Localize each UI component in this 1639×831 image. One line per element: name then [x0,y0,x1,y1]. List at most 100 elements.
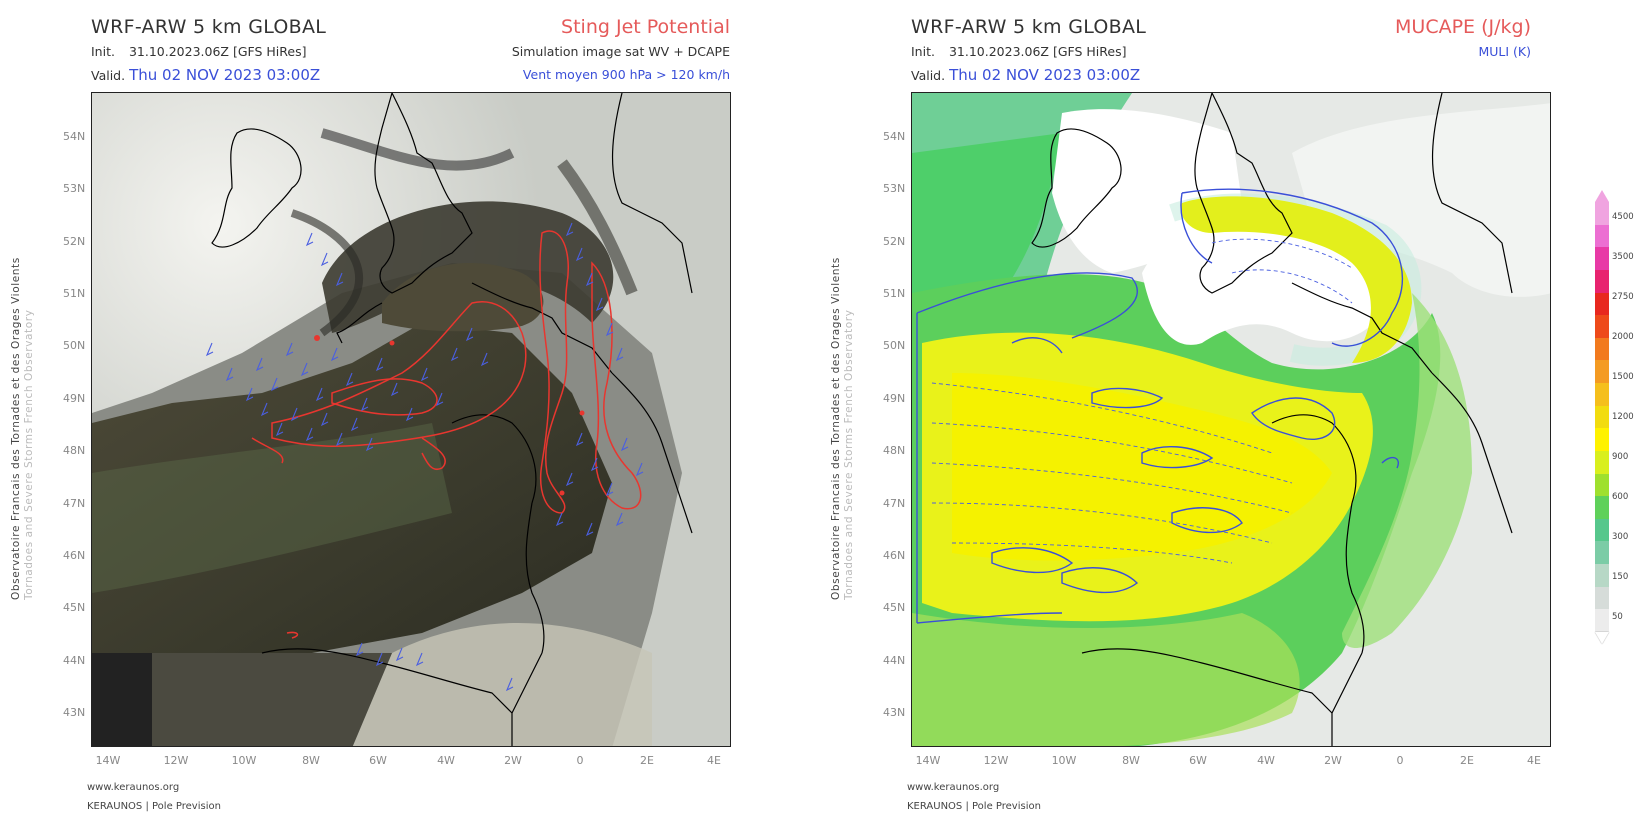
lat-label: 53N [63,182,86,195]
colorbar-segment [1595,337,1609,361]
lat-label: 43N [63,706,86,719]
lat-label: 47N [63,497,86,510]
lat-label: 52N [63,235,86,248]
side-caption: Observatoire Francais des Tornades et de… [10,257,35,600]
lat-label: 50N [63,339,86,352]
product-subtitle: Simulation image sat WV + DCAPE [511,44,730,59]
lon-label: 0 [576,754,584,767]
lat-label: 45N [883,601,906,614]
colorbar-segment [1595,405,1609,429]
lon-label: 6W [369,754,387,767]
lat-label: 44N [63,654,86,667]
lat-label: 44N [883,654,906,667]
lat-label: 51N [63,287,86,300]
colorbar-segment [1595,383,1609,406]
lat-label: 49N [63,392,86,405]
colorbar-tick: 2750 [1612,292,1634,302]
lon-label: 4W [437,754,455,767]
colorbar-segment [1595,224,1609,248]
colorbar-tick: 300 [1612,532,1629,542]
colorbar-segment [1595,202,1609,225]
lat-label: 52N [883,235,906,248]
lon-label: 2E [1460,754,1474,767]
lon-label: 0 [1396,754,1404,767]
lat-label: 48N [883,444,906,457]
footer-url: www.keraunos.org [87,782,180,793]
valid-value: Thu 02 NOV 2023 03:00Z [949,66,1141,84]
panel-mucape: WRF-ARW 5 km GLOBAL Init. 31.10.2023.06Z … [820,0,1620,831]
lat-label: 54N [63,130,86,143]
lon-label: 8W [1122,754,1140,767]
footer-org: KERAUNOS | Pole Prevision [87,801,221,812]
colorbar-segment [1595,292,1609,316]
colorbar-segment [1595,518,1609,542]
side-caption: Observatoire Francais des Tornades et de… [830,257,855,600]
lon-label: 14W [95,754,121,767]
colorbar-segment [1595,541,1609,564]
footer-org: KERAUNOS | Pole Prevision [907,801,1041,812]
colorbar-segment [1595,450,1609,474]
init-label: Init. [911,44,935,59]
lon-label: 14W [915,754,941,767]
lon-label: 12W [163,754,189,767]
lat-label: 49N [883,392,906,405]
panel-sting-jet: WRF-ARW 5 km GLOBAL Init. 31.10.2023.06Z … [0,0,800,831]
product-title: MUCAPE (J/kg) [1395,16,1531,38]
init-line: Init. 31.10.2023.06Z [GFS HiRes] [911,44,1126,59]
valid-line: Valid. Thu 02 NOV 2023 03:00Z [91,66,320,84]
valid-line: Valid. Thu 02 NOV 2023 03:00Z [911,66,1140,84]
lon-label: 12W [983,754,1009,767]
colorbar-segment [1595,428,1609,451]
model-title: WRF-ARW 5 km GLOBAL [911,16,1147,38]
lon-label: 10W [1051,754,1077,767]
colorbar-tick: 4500 [1612,212,1634,222]
lon-label: 10W [231,754,257,767]
colorbar-tick: 1200 [1612,412,1634,422]
colorbar-segment [1595,473,1609,497]
colorbar-segment [1595,360,1609,383]
colorbar-segment [1595,269,1609,293]
init-line: Init. 31.10.2023.06Z [GFS HiRes] [91,44,306,59]
product-subtitle: MULI (K) [1478,44,1531,59]
lat-label: 50N [883,339,906,352]
valid-label: Valid. [91,68,126,83]
valid-value: Thu 02 NOV 2023 03:00Z [129,66,321,84]
side-caption-en: Tornadoes and Severe Storms French Obser… [23,309,35,600]
colorbar-segments [1595,202,1609,632]
lon-label: 4E [707,754,721,767]
lon-label: 4E [1527,754,1541,767]
lat-label: 45N [63,601,86,614]
side-caption-fr: Observatoire Francais des Tornades et de… [830,257,842,600]
colorbar-segment [1595,247,1609,270]
valid-label: Valid. [911,68,946,83]
map-mucape [911,92,1551,747]
colorbar-segment [1595,564,1609,587]
mucape-map [912,93,1550,746]
colorbar-tick: 2000 [1612,332,1634,342]
lon-label: 2E [640,754,654,767]
footer-url: www.keraunos.org [907,782,1000,793]
lon-label: 2W [1324,754,1342,767]
colorbar-tick: 3500 [1612,252,1634,262]
lon-label: 2W [504,754,522,767]
colorbar-min-arrow [1595,631,1609,644]
wind-threshold-subtitle: Vent moyen 900 hPa > 120 km/h [522,67,730,82]
colorbar-tick: 600 [1612,492,1629,502]
lat-label: 51N [883,287,906,300]
lat-label: 43N [883,706,906,719]
mucape-colorbar [1595,190,1609,644]
map-sting-jet [91,92,731,747]
lon-label: 6W [1189,754,1207,767]
colorbar-tick: 900 [1612,452,1629,462]
init-value: 31.10.2023.06Z [GFS HiRes] [948,44,1127,59]
lon-label: 4W [1257,754,1275,767]
side-caption-fr: Observatoire Francais des Tornades et de… [10,257,22,600]
init-value: 31.10.2023.06Z [GFS HiRes] [128,44,307,59]
colorbar-segment [1595,609,1609,632]
lat-label: 48N [63,444,86,457]
side-caption-en: Tornadoes and Severe Storms French Obser… [843,309,855,600]
lat-label: 46N [883,549,906,562]
colorbar-tick: 50 [1612,612,1623,622]
lat-label: 53N [883,182,906,195]
lon-label: 8W [302,754,320,767]
